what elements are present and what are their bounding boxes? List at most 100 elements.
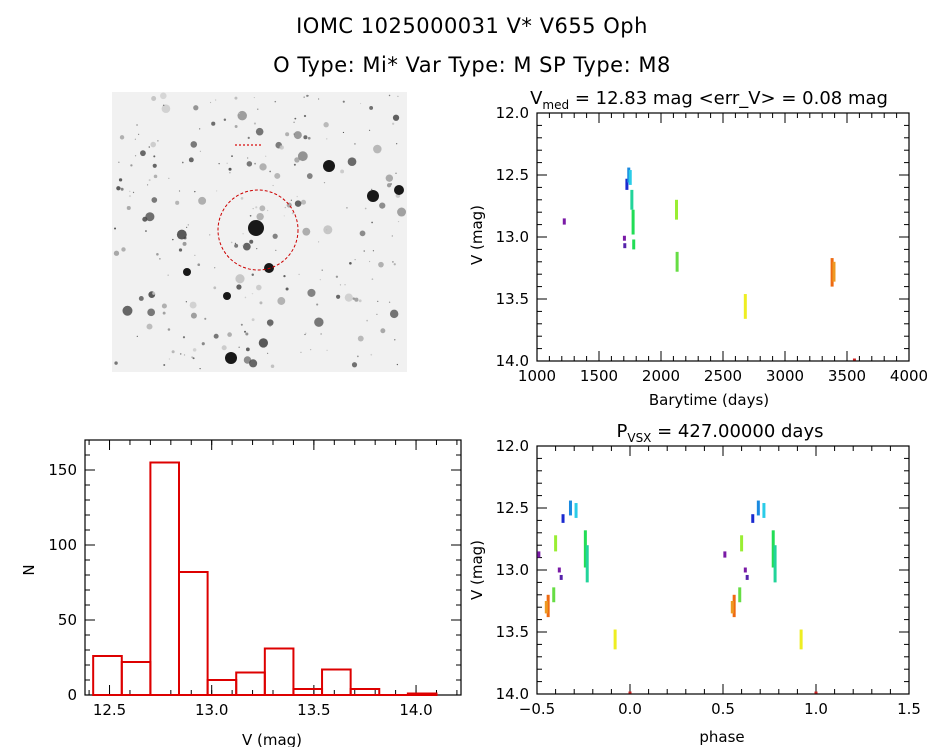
field-star: [393, 263, 396, 266]
field-star: [168, 177, 170, 179]
light-curve-points: [562, 167, 856, 361]
phase-curve-point-group: [568, 500, 572, 516]
field-star: [323, 182, 326, 184]
light-curve-xlabel: Barytime (days): [649, 391, 769, 409]
histogram-bar: [406, 692, 438, 696]
phase-curve-point-group: [574, 503, 578, 518]
bright-star: [223, 292, 231, 300]
phase-curve-point-group: [544, 601, 548, 614]
field-star: [191, 356, 193, 358]
field-star: [275, 249, 277, 252]
field-star: [150, 141, 156, 148]
phase-curve-point-group: [756, 500, 760, 516]
field-star: [240, 323, 243, 326]
field-star: [252, 208, 254, 210]
field-star: [305, 332, 307, 334]
field-star: [391, 235, 393, 237]
field-star: [167, 328, 171, 331]
histogram-xlabel: V (mag): [242, 731, 302, 747]
field-star: [242, 233, 244, 235]
light-curve-ytick-label: 12.5: [496, 166, 529, 184]
field-star: [269, 170, 271, 173]
field-star: [227, 332, 232, 337]
field-star: [197, 263, 201, 267]
field-star: [128, 195, 132, 198]
finder-chart-image: [112, 92, 407, 372]
histogram-bar: [349, 688, 381, 696]
phase-curve-point-group: [554, 535, 558, 552]
field-star: [293, 163, 296, 166]
field-star: [293, 131, 302, 140]
field-star: [257, 108, 259, 110]
field-star: [298, 273, 300, 276]
phase-curve-point-group: [723, 551, 727, 558]
field-star: [363, 250, 365, 252]
phase-curve-title-sub: VSX: [627, 431, 651, 445]
field-star: [130, 164, 133, 167]
histogram-xtick-label: 13.0: [195, 701, 228, 719]
phase-curve-ytick-label: 12.0: [496, 437, 529, 455]
field-star: [159, 258, 161, 260]
field-star: [272, 184, 274, 187]
field-star: [178, 248, 183, 252]
field-star: [113, 250, 120, 256]
field-star: [249, 359, 258, 368]
field-star: [258, 338, 269, 348]
field-star: [321, 269, 323, 271]
bright-star: [183, 268, 191, 276]
field-star: [221, 345, 227, 351]
field-star: [253, 122, 257, 125]
phase-curve-point-group: [745, 574, 749, 580]
phase-curve-title: PVSX = 427.00000 days: [617, 421, 824, 445]
histogram-ytick-label: 100: [48, 536, 77, 554]
figure-title: IOMC 1025000031 V* V655 Oph: [296, 14, 648, 38]
phase-curve-xtick-label: −0.5: [519, 700, 555, 718]
field-star: [249, 239, 254, 244]
phase-curve-point-group: [738, 587, 742, 603]
field-star: [199, 368, 201, 370]
histogram-xtick-label: 12.5: [93, 701, 126, 719]
field-star: [235, 274, 245, 284]
field-star: [303, 114, 307, 118]
field-star: [157, 140, 159, 142]
bright-star: [248, 220, 264, 236]
field-star: [385, 174, 394, 182]
field-star: [118, 178, 123, 182]
field-star: [137, 133, 140, 136]
field-star: [392, 261, 394, 263]
field-star: [293, 133, 295, 135]
field-star: [181, 161, 184, 164]
field-star: [326, 138, 328, 140]
field-star: [187, 224, 189, 226]
field-star: [351, 362, 358, 368]
field-star: [267, 352, 269, 355]
phase-curve-ytick-label: 13.5: [496, 623, 529, 641]
field-star: [251, 273, 254, 276]
light-curve-xtick-label: 2500: [704, 367, 742, 385]
field-star: [290, 199, 292, 201]
field-star: [176, 229, 187, 240]
field-star: [230, 241, 233, 244]
phase-curve-point-group: [743, 567, 747, 573]
field-star: [349, 262, 352, 265]
light-curve-point-group: [830, 258, 834, 287]
field-star: [371, 278, 374, 280]
field-star: [226, 162, 228, 165]
field-star: [344, 293, 353, 302]
bright-star: [394, 185, 404, 195]
field-star: [153, 155, 156, 158]
field-star: [228, 167, 232, 171]
light-curve-xtick-label: 1500: [580, 367, 618, 385]
field-star: [297, 151, 308, 162]
field-star: [336, 294, 341, 299]
phase-curve-xtick-label: 1.5: [897, 700, 921, 718]
field-star: [323, 225, 333, 235]
field-star: [359, 102, 362, 105]
field-star: [175, 200, 180, 205]
target-aperture-circle: [217, 189, 299, 271]
field-star: [277, 297, 286, 305]
field-star: [371, 221, 373, 224]
field-star: [378, 261, 384, 268]
field-star: [194, 190, 196, 193]
